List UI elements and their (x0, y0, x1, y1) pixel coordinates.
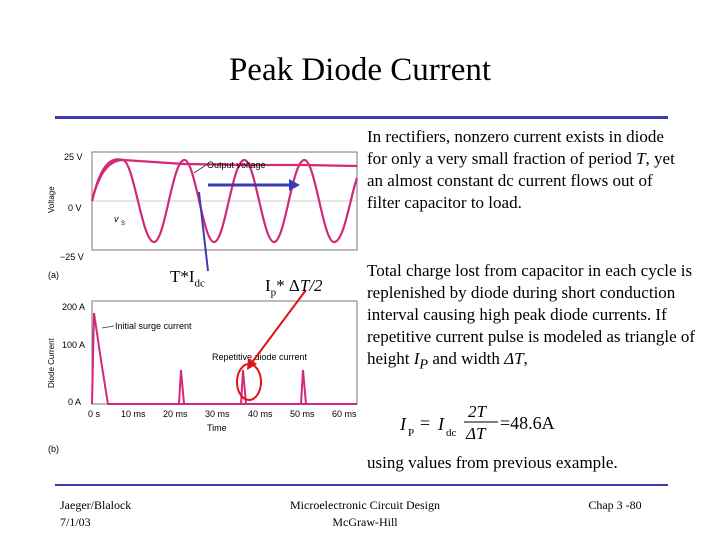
peak-highlight-ellipse (236, 363, 262, 401)
repetitive-pulse-2 (240, 369, 247, 405)
source-sine-wave (90, 158, 359, 244)
panel-a-label: (a) (48, 270, 59, 280)
xtick-20: 20 ms (163, 409, 188, 419)
ytick-100a: 100 A (62, 340, 85, 350)
bottom-divider (55, 484, 668, 486)
xtick-0: 0 s (88, 409, 101, 419)
peak-current-equation: I P = I dc 2T ΔT =48.6A (399, 402, 555, 443)
eq-equals: = (420, 413, 430, 433)
repetitive-current-label: Repetitive diode current (212, 352, 308, 362)
top-divider (55, 116, 668, 119)
tidc-pointer-line (198, 191, 209, 272)
xtick-10: 10 ms (121, 409, 146, 419)
ytick-25v: 25 V (64, 152, 83, 162)
eq-lhs: I (399, 414, 407, 434)
repetitive-pulse-3 (300, 369, 307, 405)
paragraph-nonzero-current: In rectifiers, nonzero current exists in… (367, 127, 675, 212)
surge-current-label: Initial surge current (115, 321, 192, 331)
footer-book-title: Microelectronic Circuit Design (290, 498, 440, 512)
output-voltage-label: Output voltage (207, 160, 266, 170)
diode-current-plot: Diode Current 200 A 100 A 0 A Initial su… (47, 300, 358, 454)
eq-denominator: ΔT (465, 424, 487, 443)
footer-publisher: McGraw-Hill (332, 515, 398, 529)
current-axis-label: Diode Current (47, 337, 56, 388)
ytick-0v: 0 V (68, 203, 82, 213)
repetitive-pulse-1 (178, 369, 185, 405)
voltage-axis-label: Voltage (47, 186, 56, 213)
xtick-50: 50 ms (290, 409, 315, 419)
eq-rhs: I (437, 414, 445, 434)
footer-book: Microelectronic Circuit Design McGraw-Hi… (265, 497, 465, 531)
eq-lhs-sub: P (408, 427, 414, 439)
xtick-40: 40 ms (248, 409, 273, 419)
paragraph-charge-lost: Total charge lost from capacitor in each… (367, 261, 696, 373)
xtick-30: 30 ms (205, 409, 230, 419)
ip-annotation: Ip* ΔT/2 (265, 276, 323, 299)
ytick-neg25v: −25 V (60, 252, 84, 262)
dc-current-arrowhead (289, 179, 300, 191)
ytick-200a: 200 A (62, 302, 85, 312)
eq-rhs-sub: dc (446, 427, 457, 439)
voltage-plot: Voltage 25 V 0 V −25 V Output voltage v … (47, 151, 359, 280)
xtick-60: 60 ms (332, 409, 357, 419)
footer-author: Jaeger/Blalock (60, 498, 132, 512)
footer-chapter: Chap 3 -80 (588, 498, 642, 512)
ytick-0a: 0 A (68, 397, 81, 407)
output-voltage-line (90, 158, 358, 202)
ip-pointer-line (249, 289, 307, 366)
tidc-annotation: T*Idc (170, 267, 205, 290)
surge-current-pulse (91, 312, 357, 405)
eq-result: =48.6A (500, 413, 555, 433)
footer-author-date: Jaeger/Blalock 7/1/03 (60, 497, 131, 531)
paragraph-previous-example: using values from previous example. (367, 453, 618, 472)
panel-b-label: (b) (48, 444, 59, 454)
time-axis-label: Time (207, 423, 227, 433)
waveform-figure: Voltage 25 V 0 V −25 V Output voltage v … (47, 151, 359, 454)
eq-numerator: 2T (468, 402, 488, 421)
annotation-overlay (198, 179, 307, 401)
source-label: v (114, 214, 119, 224)
source-label-sub: S (121, 221, 125, 227)
slide-title: Peak Diode Current (228, 52, 492, 88)
footer-date: 7/1/03 (60, 515, 91, 529)
